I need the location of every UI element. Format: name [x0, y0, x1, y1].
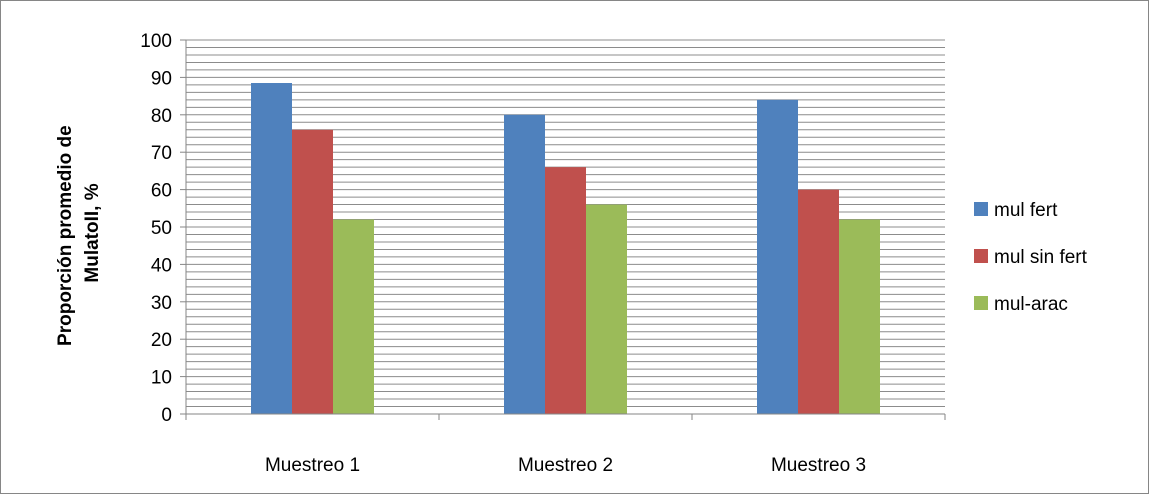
bar-mul-fert-2: [504, 114, 545, 415]
y-tick-label: 80: [151, 106, 172, 127]
y-tick-label: 70: [151, 143, 172, 164]
y-tick-labels: 0 10 20 30 40 50 60 70 80 90 100: [140, 31, 172, 426]
y-tick-label: 30: [151, 293, 172, 314]
bar-mul-sin-fert-1: [292, 129, 333, 414]
bar-mul-fert-1: [251, 83, 292, 414]
x-tick-label: Muestreo 2: [518, 455, 613, 476]
legend: mul fert mul sin fert mul-arac: [974, 200, 1088, 315]
y-axis-label: Proporción promedio de MulatoII, %: [55, 120, 103, 346]
bar-mul-arac-1: [333, 219, 374, 414]
y-tick-label: 20: [151, 330, 172, 351]
y-tick-label: 10: [151, 368, 172, 389]
y-tick-label: 0: [161, 405, 172, 426]
legend-label: mul sin fert: [994, 247, 1088, 268]
y-tick-label: 90: [151, 68, 172, 89]
bar-mul-arac-2: [586, 204, 627, 414]
bar-mul-sin-fert-2: [545, 167, 586, 414]
x-tick-labels: Muestreo 1 Muestreo 2 Muestreo 3: [265, 455, 866, 476]
legend-swatch-mul-arac: [974, 296, 988, 310]
x-tick-label: Muestreo 1: [265, 455, 360, 476]
y-tick-label: 100: [140, 31, 172, 52]
axes: [180, 39, 946, 420]
y-axis-label-line-2: MulatoII, %: [82, 183, 103, 282]
x-tick-label: Muestreo 3: [771, 455, 866, 476]
y-tick-label: 50: [151, 218, 172, 239]
bar-mul-arac-3: [839, 219, 880, 414]
legend-swatch-mul-sin-fert: [974, 249, 988, 263]
legend-label: mul-arac: [994, 294, 1068, 315]
legend-swatch-mul-fert: [974, 202, 988, 216]
bars: [251, 83, 880, 415]
y-tick-label: 40: [151, 255, 172, 276]
bar-mul-fert-3: [757, 99, 798, 414]
legend-label: mul fert: [994, 200, 1058, 221]
y-axis-label-line-1: Proporción promedio de: [55, 125, 76, 346]
y-tick-label: 60: [151, 181, 172, 202]
bar-mul-sin-fert-3: [798, 189, 839, 414]
